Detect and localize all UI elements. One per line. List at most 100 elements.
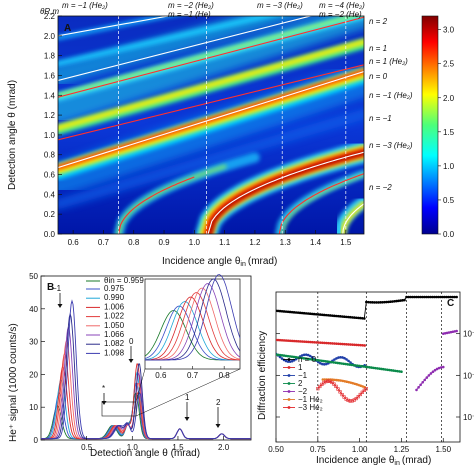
y-tick-label: 50 [29,272,38,281]
data-point [441,365,445,369]
data-point [290,310,294,314]
inset-tick-label: 0.6 [155,371,167,380]
x-tick-label: 0.75 [310,445,326,454]
zoom-connector [135,368,241,417]
data-point [308,354,312,358]
data-point [405,295,408,299]
colorbar-ticks: 0.0 0.5 1.0 1.5 2.0 2.5 3.0 [438,26,455,239]
data-point [425,295,428,299]
guide-curve [118,176,195,234]
data-point [344,315,348,319]
data-point [342,315,346,319]
data-point [352,316,356,319]
data-point [427,295,430,299]
data-point [326,314,330,317]
data-point [423,378,427,382]
data-point [337,356,340,359]
data-point [397,299,400,303]
data-point [320,359,324,363]
data-point [300,354,304,357]
data-point [400,370,403,373]
colorbar-tick-label: 1.5 [443,128,455,137]
data-point [378,367,381,370]
legend-marker [287,366,291,369]
data-point [290,355,294,358]
data-point [341,356,344,359]
data-point [349,343,352,346]
data-point [298,356,302,360]
right-order-label: n = 0 [369,72,388,81]
data-point [310,356,314,359]
data-point [336,361,340,365]
data-point [323,363,326,366]
data-point [403,298,406,302]
data-point [355,343,358,347]
data-point [361,385,364,388]
data-point [338,361,342,365]
data-point [407,295,410,299]
data-point [280,354,284,357]
y-tick-label: 40 [29,305,38,314]
panel-a-top-labels: m = −1 (He₂) m = −2 (He₂)m = −1 (He) m = −… [62,1,365,19]
right-order-label: n = 1 [369,44,387,53]
data-point [288,360,292,363]
data-point [278,355,282,359]
colorbar-tick-label: 2.5 [443,60,455,69]
data-point [415,295,418,299]
data-point [345,343,348,346]
inset-tick-label: 0.8 [219,371,231,380]
data-point [337,342,340,346]
panel-a-right-labels: n = 2 n = 1 n = 1 (He₂) n = 0 n = −1 (He₂) n … [369,17,413,192]
data-point [278,309,282,313]
data-point [439,366,443,369]
data-point [306,353,310,357]
data-point [339,342,342,346]
data-point [294,355,298,359]
data-point [330,314,334,317]
data-point [346,398,350,402]
peak-arrowhead [101,401,107,405]
peak-arrowhead [184,417,190,421]
data-point [417,386,420,389]
y-tick-label: 30 [29,338,38,347]
data-point [300,356,304,360]
data-point [361,316,364,320]
data-point [447,295,450,299]
heatmap-band [58,16,362,98]
data-point [348,315,352,319]
panel-a-label: A [64,23,71,34]
peak-label: * [102,384,105,393]
heatmap-curve-band [280,173,364,234]
top-order-label: m = −4 (He₂) [319,1,365,10]
legend-entry: 0.990 [104,293,125,302]
top-order-label: m = −1 (He) [168,10,211,19]
data-point [325,341,328,345]
data-point [352,363,355,367]
right-order-label: n = −3 (He₂) [369,141,413,150]
data-point [314,312,318,316]
data-point [312,312,316,316]
data-point [340,392,344,397]
data-point [294,311,298,314]
inset-curve [145,274,241,361]
data-point [282,354,286,357]
data-point [385,300,388,304]
data-point [368,366,371,369]
y-tick-label: 1.0 [44,131,56,140]
data-point [347,343,350,346]
panel-a-ticks: 0.6 0.7 0.8 0.9 1.0 1.1 1.2 1.3 1.4 1.5 0.0 0.2 0.4 0… [44,12,352,247]
guide-curve [207,151,364,234]
legend-marker [287,390,291,393]
data-point [306,340,310,344]
data-point [360,364,363,368]
data-point [357,383,360,387]
legend-entry: 1.098 [104,348,125,357]
data-point [296,339,300,343]
data-point [332,314,336,318]
data-point [363,344,366,347]
data-point [335,342,338,345]
colorbar [421,15,439,235]
data-point [294,339,298,343]
